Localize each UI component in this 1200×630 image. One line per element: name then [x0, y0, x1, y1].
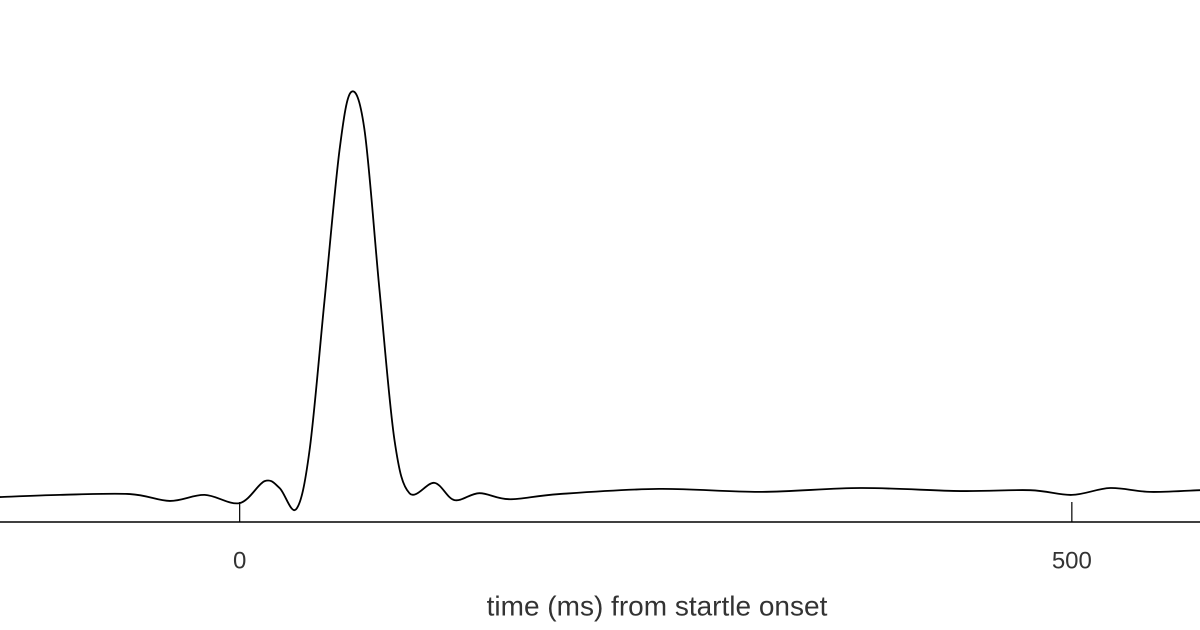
x-tick-label: 500	[1052, 547, 1092, 574]
x-tick-label: 0	[233, 547, 246, 574]
signal-line	[0, 90, 1200, 512]
x-axis-label: time (ms) from startle onset	[487, 590, 828, 621]
